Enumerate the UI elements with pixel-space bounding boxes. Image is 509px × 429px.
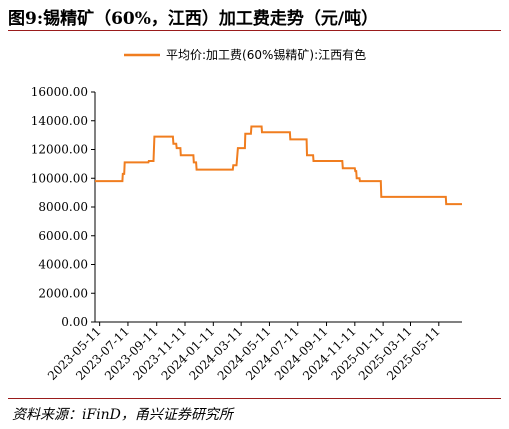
series-line-0 — [95, 125, 462, 206]
y-tick-label: 16000.00 — [31, 85, 88, 99]
title-rule — [8, 30, 501, 31]
y-tick-label: 6000.00 — [38, 229, 88, 243]
source-note: 资料来源：iFinD，甬兴证券研究所 — [12, 407, 233, 423]
y-axis-ticks: 0.00 2000.00 4000.00 6000.00 8000.00 10000.00… — [31, 85, 95, 329]
legend-label: 平均价:加工费(60%锡精矿):江西有色 — [166, 47, 366, 62]
source-rule — [8, 398, 501, 399]
y-tick-label: 8000.00 — [38, 200, 88, 214]
y-tick-label: 14000.00 — [31, 114, 88, 128]
axes — [94, 92, 462, 323]
y-tick-label: 0.00 — [61, 315, 88, 329]
y-tick-label: 10000.00 — [31, 171, 88, 185]
legend: 平均价:加工费(60%锡精矿):江西有色 — [124, 47, 366, 62]
figure-title: 图9:锡精矿（60%，江西）加工费走势（元/吨） — [8, 9, 379, 29]
y-tick-label: 4000.00 — [38, 258, 88, 272]
y-tick-label: 2000.00 — [38, 286, 88, 300]
series-group — [95, 125, 462, 206]
x-axis-ticks: 2023-05-112023-07-112023-09-112023-11-11… — [45, 322, 443, 383]
y-tick-label: 12000.00 — [31, 143, 88, 157]
